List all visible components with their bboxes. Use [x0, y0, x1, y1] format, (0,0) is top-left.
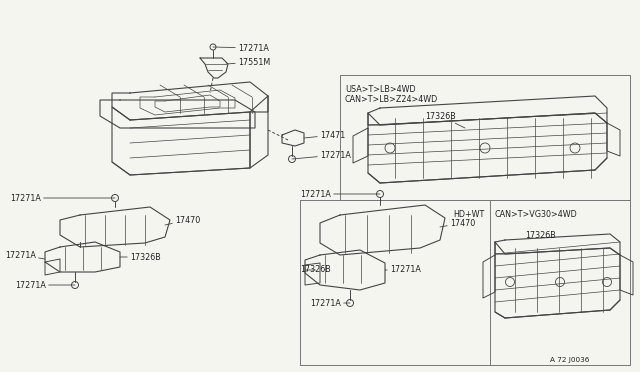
Text: 17470: 17470 — [165, 215, 200, 225]
Text: 17271A: 17271A — [292, 151, 351, 160]
Text: CAN>T>VG30>4WD: CAN>T>VG30>4WD — [495, 210, 578, 219]
Text: 17271A: 17271A — [10, 193, 115, 202]
Text: 17271A: 17271A — [310, 298, 350, 308]
Text: 17271A: 17271A — [300, 189, 380, 199]
Text: 17551M: 17551M — [226, 58, 270, 67]
Text: 17326B: 17326B — [425, 112, 465, 128]
Text: USA>T>LB>4WD
CAN>T>LB>Z24>4WD: USA>T>LB>4WD CAN>T>LB>Z24>4WD — [345, 85, 438, 105]
Text: 17326B: 17326B — [300, 266, 331, 275]
Text: 17470: 17470 — [440, 218, 476, 228]
Text: 17326B: 17326B — [120, 253, 161, 262]
Text: 17271A: 17271A — [5, 250, 45, 260]
Text: HD+WT: HD+WT — [454, 210, 485, 219]
Text: 17471: 17471 — [304, 131, 345, 140]
Text: 17271A: 17271A — [213, 44, 269, 52]
Text: 17326B: 17326B — [525, 231, 556, 240]
Text: A 72 J0036: A 72 J0036 — [550, 357, 589, 363]
Text: 17271A: 17271A — [15, 280, 75, 289]
Text: 17271A: 17271A — [385, 266, 421, 275]
